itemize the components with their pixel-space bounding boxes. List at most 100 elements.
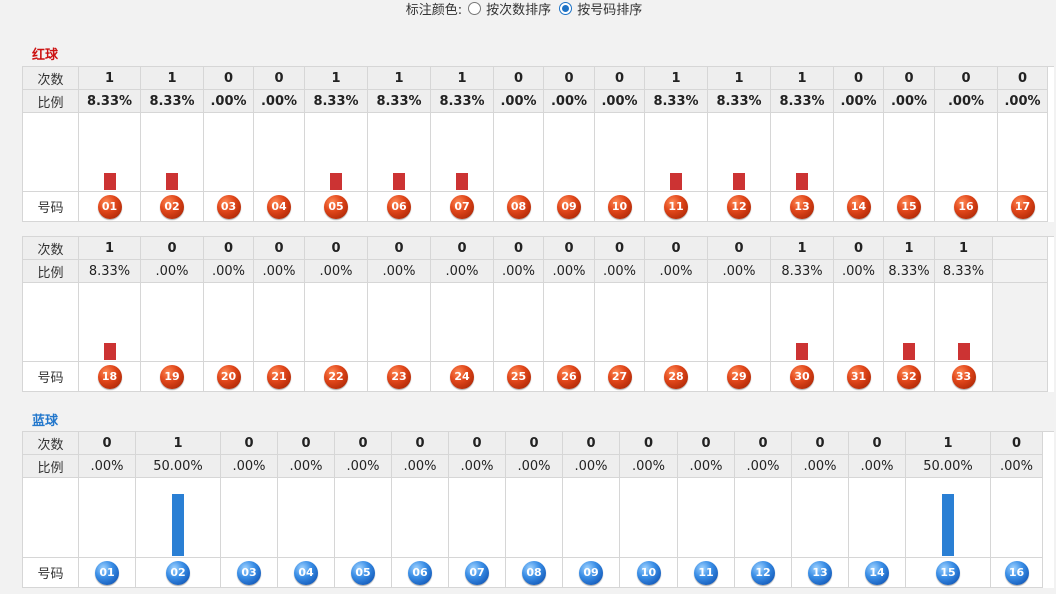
bar-cell [771, 113, 834, 192]
blue-ball-16[interactable]: 16 [1004, 560, 1029, 585]
blue-ball-15[interactable]: 15 [936, 560, 960, 585]
blue-ball-11[interactable]: 11 [694, 560, 718, 585]
red-ball-10[interactable]: 10 [607, 194, 632, 219]
count-cell: 0 [254, 67, 305, 90]
ratio-cell: 8.33% [305, 90, 368, 113]
bar-cell [204, 113, 254, 192]
number-cell: 07 [449, 558, 506, 588]
red-ball-21[interactable]: 21 [267, 364, 291, 389]
red-ball-15[interactable]: 15 [897, 194, 921, 219]
red-ball-23[interactable]: 23 [387, 364, 411, 389]
red-ball-22[interactable]: 22 [324, 364, 348, 389]
ratio-cell: .00% [305, 260, 368, 283]
bar-cell [884, 113, 935, 192]
bar-cell [141, 283, 204, 362]
blue-ball-03[interactable]: 03 [237, 560, 261, 585]
number-cell: 05 [335, 558, 392, 588]
red-ball-31[interactable]: 31 [846, 364, 871, 389]
count-cell: 0 [506, 432, 563, 455]
red-ball-09[interactable]: 09 [557, 194, 581, 219]
ratio-cell: .00% [935, 90, 998, 113]
red-ball-19[interactable]: 19 [160, 364, 184, 389]
count-cell: 0 [204, 237, 254, 260]
red-ball-04[interactable]: 04 [267, 194, 291, 219]
blue-ball-09[interactable]: 09 [579, 560, 603, 585]
empty-cell [993, 260, 1048, 283]
red-ball-16[interactable]: 16 [954, 194, 978, 219]
ratio-cell: .00% [595, 90, 645, 113]
number-cell: 22 [305, 362, 368, 392]
sort-by-count-option[interactable]: 按次数排序 [468, 0, 551, 18]
ratio-cell: .00% [494, 260, 544, 283]
sort-by-number-option[interactable]: 按号码排序 [559, 0, 642, 18]
blue-ball-08[interactable]: 08 [522, 560, 546, 585]
red-ball-14[interactable]: 14 [846, 194, 871, 219]
red-ball-13[interactable]: 13 [790, 194, 814, 219]
red-ball-02[interactable]: 02 [160, 194, 184, 219]
frequency-bar-18 [103, 343, 116, 360]
count-cell: 0 [620, 432, 678, 455]
red-ball-29[interactable]: 29 [727, 364, 751, 389]
number-cell: 06 [368, 192, 431, 222]
red-ball-17[interactable]: 17 [1010, 194, 1035, 219]
number-row-label: 号码 [23, 192, 79, 222]
red-ball-12[interactable]: 12 [727, 194, 751, 219]
count-cell: 0 [254, 237, 305, 260]
frequency-bar-11 [670, 173, 682, 190]
bar-cell [305, 113, 368, 192]
red-ball-01[interactable]: 01 [97, 194, 122, 219]
red-ball-24[interactable]: 24 [450, 364, 474, 389]
color-sort-controls: 标注颜色: 按次数排序 按号码排序 [0, 0, 1056, 18]
blue-ball-04[interactable]: 04 [294, 560, 318, 585]
number-cell: 06 [392, 558, 449, 588]
count-cell: 0 [431, 237, 494, 260]
ratio-cell: .00% [204, 90, 254, 113]
red-ball-03[interactable]: 03 [216, 194, 241, 219]
red-ball-33[interactable]: 33 [951, 364, 976, 389]
bar-cell [991, 478, 1043, 558]
red-ball-20[interactable]: 20 [216, 364, 241, 389]
number-cell: 31 [834, 362, 884, 392]
count-cell: 0 [204, 67, 254, 90]
red-ball-30[interactable]: 30 [790, 364, 814, 389]
red-ball-07[interactable]: 07 [450, 194, 474, 219]
red-ball-32[interactable]: 32 [897, 364, 921, 389]
number-cell: 01 [79, 192, 141, 222]
blue-ball-02[interactable]: 02 [166, 560, 190, 585]
count-cell: 1 [771, 237, 834, 260]
blue-ball-14[interactable]: 14 [865, 560, 889, 585]
blue-ball-05[interactable]: 05 [351, 560, 375, 585]
number-cell: 13 [771, 192, 834, 222]
bar-cell [595, 113, 645, 192]
number-cell: 11 [678, 558, 735, 588]
blue-ball-01[interactable]: 01 [95, 560, 119, 585]
bar-cell [678, 478, 735, 558]
blue-ball-10[interactable]: 10 [636, 560, 661, 585]
count-cell: 0 [678, 432, 735, 455]
blue-ball-12[interactable]: 12 [751, 560, 775, 585]
bar-cell [708, 113, 771, 192]
red-ball-05[interactable]: 05 [324, 194, 348, 219]
sort-by-count-label: 按次数排序 [486, 2, 552, 18]
ratio-cell: 8.33% [368, 90, 431, 113]
sort-by-number-radio-icon[interactable] [559, 1, 573, 15]
red-ball-26[interactable]: 26 [557, 364, 581, 389]
red-ball-11[interactable]: 11 [664, 194, 688, 219]
red-ball-25[interactable]: 25 [506, 364, 531, 389]
red-ball-06[interactable]: 06 [387, 194, 411, 219]
blue-ball-13[interactable]: 13 [808, 560, 832, 585]
blue-ball-07[interactable]: 07 [465, 560, 489, 585]
sort-by-count-radio-icon[interactable] [468, 1, 482, 15]
ratio-cell: .00% [544, 260, 595, 283]
red-ball-28[interactable]: 28 [664, 364, 688, 389]
red-ball-18[interactable]: 18 [97, 364, 122, 389]
count-cell: 1 [141, 67, 204, 90]
red-ball-27[interactable]: 27 [607, 364, 632, 389]
blue-ball-06[interactable]: 06 [408, 560, 432, 585]
red-ball-08[interactable]: 08 [506, 194, 531, 219]
number-row-label: 号码 [23, 362, 79, 392]
ratio-cell: 8.33% [935, 260, 993, 283]
bar-cell [849, 478, 906, 558]
chart-row-label [23, 283, 79, 362]
ratio-cell: .00% [645, 260, 708, 283]
